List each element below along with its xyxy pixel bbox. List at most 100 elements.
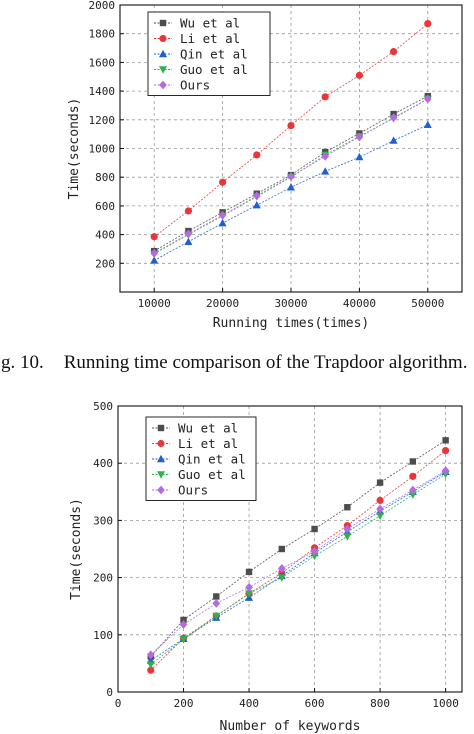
caption-prefix: g. 10. — [1, 352, 44, 373]
data-point — [442, 437, 449, 444]
data-point — [409, 485, 417, 495]
y-axis-label: Time(seconds) — [69, 498, 84, 600]
data-point — [409, 472, 417, 480]
data-point — [355, 132, 364, 142]
data-point — [376, 512, 385, 521]
legend-label: Wu et al — [180, 16, 240, 31]
series-line — [150, 471, 446, 661]
legend-label: Ours — [178, 483, 208, 498]
x-tick-label: 800 — [370, 697, 390, 710]
data-point — [253, 151, 261, 159]
data-point — [179, 620, 188, 629]
legend-label: Guo et al — [178, 467, 246, 482]
y-tick-label: 500 — [93, 400, 113, 413]
legend-label: Li et al — [178, 436, 238, 451]
data-point — [278, 545, 286, 553]
y-axis-label: Time(seconds) — [67, 98, 82, 200]
legend-marker — [157, 454, 165, 463]
x-axis-label: Running times(times) — [213, 316, 370, 331]
data-point — [311, 525, 318, 533]
x-tick-label: 0 — [115, 697, 122, 710]
data-point — [344, 504, 351, 511]
y-tick-label: 1800 — [89, 28, 116, 41]
legend-marker — [159, 80, 167, 90]
x-tick-label: 30000 — [274, 297, 307, 310]
data-point — [355, 152, 364, 161]
y-tick-label: 600 — [95, 200, 115, 213]
data-point — [321, 167, 330, 175]
keywords-chart: 0 100 200 300 400 500 0 200 400 600 800 1000 Number … — [69, 400, 463, 734]
data-point — [146, 650, 155, 660]
data-point — [218, 210, 227, 220]
data-point — [423, 120, 432, 129]
data-point — [287, 121, 295, 130]
data-point — [287, 172, 295, 181]
legend-marker — [159, 34, 167, 43]
data-point — [213, 593, 220, 600]
data-point — [252, 200, 261, 209]
data-point — [355, 71, 363, 79]
data-point — [389, 113, 398, 123]
legend-label: Wu et al — [178, 421, 238, 436]
legend-marker — [159, 19, 167, 27]
data-point — [212, 598, 221, 608]
series-line — [150, 470, 446, 656]
data-point — [389, 136, 398, 144]
x-tick-label: 1000 — [432, 697, 459, 710]
data-point — [442, 447, 450, 455]
data-point — [184, 229, 193, 239]
data-point — [245, 582, 253, 592]
data-point — [424, 94, 432, 104]
series-line — [150, 473, 446, 665]
data-point — [150, 233, 158, 241]
data-point — [321, 151, 329, 161]
data-point — [408, 491, 417, 499]
plot-frame — [117, 405, 463, 693]
legend-label: Li et al — [180, 31, 240, 46]
data-point — [219, 178, 227, 186]
data-point — [409, 458, 417, 465]
data-point — [441, 466, 450, 476]
x-tick-label: 600 — [305, 697, 325, 710]
data-point — [376, 504, 384, 514]
x-axis-label: Number of keywords — [220, 719, 361, 734]
legend-marker — [157, 485, 165, 495]
data-point — [310, 546, 319, 556]
x-tick-label: 40000 — [343, 297, 376, 310]
figure-caption: g. 10. Running time comparison of the Tr… — [0, 352, 474, 374]
data-point — [343, 524, 352, 534]
data-point — [212, 612, 221, 621]
data-point — [218, 218, 227, 227]
data-point — [179, 636, 188, 644]
y-tick-label: 1200 — [89, 114, 116, 127]
series-line — [153, 95, 429, 252]
y-tick-label: 200 — [95, 257, 115, 270]
y-tick-label: 2000 — [89, 0, 116, 12]
data-point — [390, 48, 398, 56]
legend-marker — [157, 471, 165, 479]
legend-label: Qin et al — [178, 452, 246, 467]
y-tick-label: 300 — [93, 514, 113, 527]
data-point — [245, 590, 254, 598]
running-times-chart: 200 400 600 800 1000 1200 1400 1600 1800 2000 1000… — [67, 0, 463, 331]
x-tick-label: 400 — [239, 697, 259, 710]
legend-marker — [159, 49, 167, 58]
legend-marker — [157, 424, 165, 432]
legend-label: Ours — [180, 78, 210, 93]
y-tick-label: 100 — [93, 629, 113, 642]
data-point — [245, 568, 253, 576]
series-line — [150, 450, 446, 671]
data-point — [253, 191, 261, 201]
data-point — [424, 20, 432, 28]
y-tick-label: 200 — [93, 572, 113, 585]
legend-marker — [157, 439, 165, 448]
data-point — [180, 616, 187, 624]
data-point — [310, 552, 319, 561]
y-tick-label: 400 — [95, 229, 115, 242]
y-tick-label: 1600 — [89, 56, 116, 69]
x-tick-label: 20000 — [206, 297, 239, 310]
legend-marker — [159, 66, 167, 74]
data-point — [343, 533, 352, 541]
data-point — [150, 248, 158, 258]
